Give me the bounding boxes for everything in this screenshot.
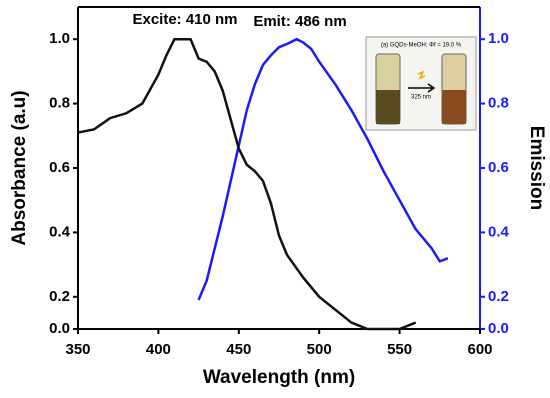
y2-tick-label: 0.8 [488,95,509,112]
x-tick-label: 600 [467,341,492,358]
y-tick-label: 0.8 [49,95,70,112]
y-tick-label: 0.2 [49,288,70,305]
inset-arrow-label: 325 nm [411,95,431,101]
x-tick-label: 550 [387,341,412,358]
y-tick-label: 1.0 [49,30,70,47]
y2-tick-label: 0.4 [488,223,510,240]
x-tick-label: 400 [146,341,171,358]
inset: (a) GQDs-MeOH: Φf = 19.0 % 325 nm [365,36,477,131]
y-axis-label: Absorbance (a.u) [9,90,30,245]
inset-title: (a) GQDs-MeOH: Φf = 19.0 % [381,43,462,49]
y2-tick-label: 0.0 [488,320,509,337]
vial-liquid [442,90,466,124]
data-line [77,37,417,331]
vial-liquid [376,90,400,124]
y-tick-label: 0.4 [49,223,71,240]
flash-icon [417,70,426,80]
annotation: Emit: 486 nm [253,13,346,30]
y2-axis-label: Emission [526,126,547,210]
x-tick-label: 350 [65,341,90,358]
x-axis-label: Wavelength (nm) [203,367,355,388]
x-tick-label: 500 [307,341,332,358]
y2-tick-label: 1.0 [488,30,509,47]
y-tick-label: 0.6 [49,159,70,176]
y2-tick-label: 0.2 [488,288,509,305]
x-tick-label: 450 [226,341,251,358]
arrow [408,83,436,93]
y2-tick-label: 0.6 [488,159,509,176]
data-line [197,37,449,301]
annotation: Excite: 410 nm [132,11,237,28]
y-tick-label: 0.0 [49,320,70,337]
